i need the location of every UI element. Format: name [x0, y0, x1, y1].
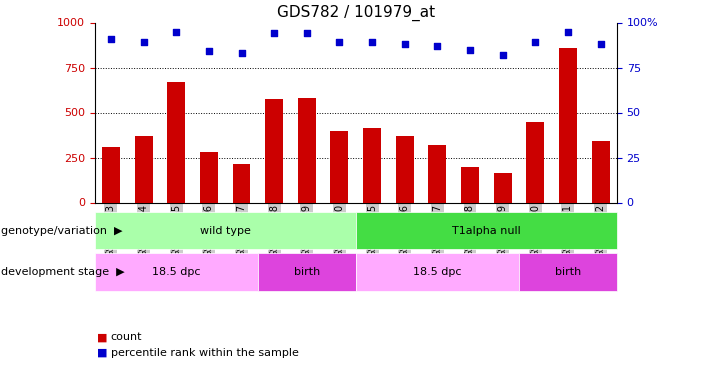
Bar [519, 253, 617, 291]
Point [432, 43, 443, 49]
Text: birth: birth [554, 267, 581, 277]
Text: count: count [111, 333, 142, 342]
Text: T1alpha null: T1alpha null [452, 226, 521, 236]
Bar [258, 253, 356, 291]
Bar [135, 136, 153, 202]
Bar [363, 128, 381, 202]
Point [464, 46, 475, 53]
Point [236, 50, 247, 56]
Point [334, 39, 345, 45]
Point [367, 39, 378, 45]
Bar [559, 48, 577, 202]
Point [399, 41, 410, 47]
Bar [95, 253, 258, 291]
Point [595, 41, 606, 47]
Bar [95, 212, 355, 249]
Bar [396, 136, 414, 202]
Point [170, 28, 182, 34]
Point [105, 36, 116, 42]
Bar [526, 122, 544, 202]
Bar [168, 82, 185, 203]
Bar [265, 99, 283, 202]
Text: ■: ■ [97, 333, 107, 342]
Title: GDS782 / 101979_at: GDS782 / 101979_at [277, 5, 435, 21]
Point [203, 48, 215, 54]
Point [138, 39, 149, 45]
Bar [592, 141, 610, 202]
Point [268, 30, 280, 36]
Point [562, 28, 573, 34]
Bar [200, 152, 218, 202]
Text: genotype/variation  ▶: genotype/variation ▶ [1, 226, 123, 236]
Bar [330, 130, 348, 203]
Bar [298, 98, 315, 202]
Text: ■: ■ [97, 348, 107, 357]
Text: development stage  ▶: development stage ▶ [1, 267, 125, 277]
Bar [233, 164, 250, 202]
Bar [102, 147, 120, 202]
Bar [428, 145, 447, 202]
Text: 18.5 dpc: 18.5 dpc [413, 267, 461, 277]
Point [301, 30, 313, 36]
Bar [355, 253, 519, 291]
Bar [355, 212, 617, 249]
Point [497, 52, 508, 58]
Bar [494, 173, 512, 202]
Text: birth: birth [294, 267, 320, 277]
Point [530, 39, 541, 45]
Text: 18.5 dpc: 18.5 dpc [152, 267, 200, 277]
Text: percentile rank within the sample: percentile rank within the sample [111, 348, 299, 357]
Text: wild type: wild type [200, 226, 251, 236]
Bar [461, 166, 479, 202]
